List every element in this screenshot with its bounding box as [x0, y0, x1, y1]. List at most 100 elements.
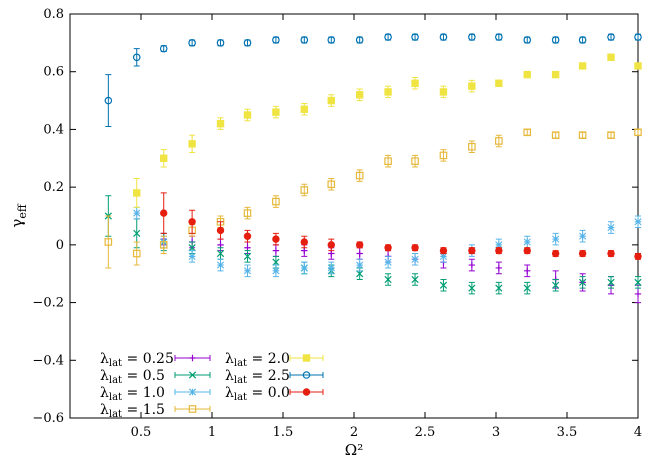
- y-tick-label: −0.4: [32, 353, 64, 368]
- data-marker: [523, 70, 531, 79]
- error-bar: [133, 48, 140, 67]
- legend-label-value: = 1.5: [122, 402, 165, 418]
- data-marker: [552, 235, 560, 243]
- data-marker: [272, 267, 280, 275]
- data-marker: [384, 157, 392, 165]
- data-marker: [607, 131, 615, 140]
- data-marker: [327, 96, 335, 105]
- data-marker: [216, 261, 225, 269]
- data-marker: [327, 180, 336, 189]
- data-marker: [523, 238, 531, 246]
- error-bar: [301, 183, 308, 197]
- data-marker: [188, 371, 197, 379]
- data-marker: [159, 241, 168, 249]
- error-bar: [552, 131, 559, 139]
- x-tick-label: 3: [492, 425, 500, 440]
- data-marker: [551, 131, 560, 140]
- x-axis-label: Ω²: [345, 441, 363, 459]
- data-marker: [384, 244, 392, 252]
- error-bar: [105, 215, 112, 269]
- data-marker: [551, 36, 560, 44]
- data-marker: [384, 258, 392, 266]
- data-marker: [411, 79, 419, 87]
- data-marker: [384, 88, 392, 96]
- data-marker: [132, 249, 141, 258]
- data-marker: [302, 371, 311, 379]
- data-marker: [272, 258, 280, 266]
- data-marker: [495, 79, 503, 87]
- data-marker: [272, 108, 280, 116]
- legend-label: λlat = 2.5: [225, 368, 290, 386]
- y-axis-label-main: γ: [8, 219, 26, 228]
- data-marker: [578, 278, 587, 286]
- data-marker: [439, 252, 448, 260]
- series: [133, 53, 642, 208]
- data-marker: [244, 244, 251, 251]
- data-marker: [188, 252, 196, 260]
- data-marker: [300, 186, 309, 194]
- series: [160, 232, 642, 304]
- series: [104, 33, 642, 128]
- data-marker: [272, 247, 280, 254]
- legend-label-sub: lat: [234, 392, 247, 403]
- data-marker: [439, 281, 448, 289]
- data-marker: [411, 157, 419, 165]
- data-marker: [495, 264, 503, 272]
- data-marker: [302, 388, 311, 396]
- legend-swatch: [289, 372, 324, 378]
- data-marker: [300, 264, 308, 272]
- data-marker: [356, 261, 364, 269]
- legend-label: λlat = 1.5: [100, 402, 165, 420]
- error-bar: [385, 154, 392, 168]
- data-marker: [356, 270, 364, 278]
- data-marker: [243, 232, 252, 240]
- error-bar: [272, 195, 279, 208]
- data-marker: [302, 354, 311, 362]
- data-marker: [523, 284, 531, 292]
- data-marker: [356, 250, 363, 257]
- x-tick-label: 2.5: [415, 425, 436, 440]
- data-marker: [439, 88, 448, 96]
- data-marker: [607, 33, 615, 41]
- data-marker: [468, 33, 476, 41]
- legend-label-value: = 2.5: [247, 368, 290, 384]
- legend-label-sub: lat: [234, 358, 247, 369]
- legend-label: λlat = 0.5: [100, 368, 165, 386]
- data-marker: [133, 209, 141, 217]
- data-marker: [439, 33, 448, 41]
- legend-label-main: λ: [225, 385, 234, 401]
- legend-label-sub: lat: [109, 358, 122, 369]
- legend-label-main: λ: [225, 368, 234, 384]
- data-marker: [216, 226, 225, 235]
- legend-label-main: λ: [100, 351, 109, 367]
- error-bar: [440, 149, 447, 162]
- error-bar: [160, 235, 167, 255]
- data-marker: [159, 44, 168, 53]
- data-marker: [579, 232, 587, 240]
- series: [160, 192, 642, 261]
- data-marker: [495, 284, 503, 292]
- legend-label-main: λ: [100, 402, 109, 418]
- data-marker: [551, 249, 560, 258]
- data-marker: [411, 275, 419, 284]
- data-marker: [578, 36, 587, 44]
- data-marker: [300, 238, 308, 246]
- x-tick-label: 3.5: [557, 425, 578, 440]
- y-tick-label: 0.2: [43, 180, 64, 195]
- y-tick-label: −0.2: [32, 296, 64, 311]
- data-marker: [300, 105, 309, 113]
- data-marker: [104, 238, 113, 246]
- y-tick-label: 0.8: [43, 7, 64, 22]
- data-marker: [188, 39, 196, 47]
- x-tick-label: 1: [208, 425, 216, 440]
- data-marker: [468, 261, 476, 269]
- data-marker: [243, 209, 252, 217]
- legend-label-main: λ: [225, 351, 234, 367]
- x-tick-label: 1.5: [273, 425, 294, 440]
- y-tick-label: −0.6: [32, 411, 64, 426]
- legend-label-main: λ: [100, 385, 109, 401]
- data-marker: [384, 275, 392, 284]
- y-tick-label: 0.6: [43, 65, 64, 80]
- data-marker: [327, 264, 335, 272]
